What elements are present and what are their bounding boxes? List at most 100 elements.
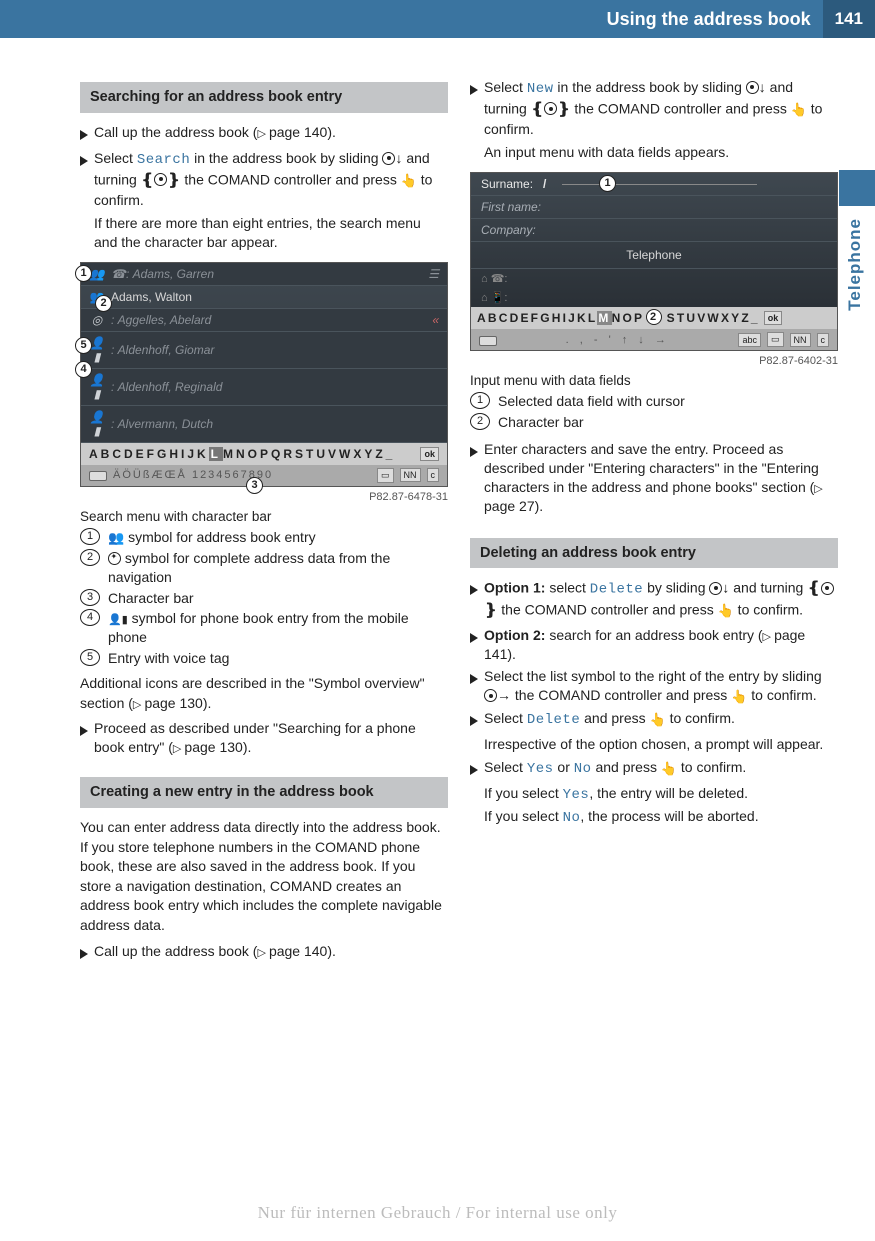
header-title: Using the address book (607, 9, 823, 30)
turn-left-icon: ❴ (141, 172, 154, 189)
xref: page 130). (173, 739, 251, 755)
step-text: Enter characters and save the entry. Pro… (484, 440, 838, 516)
step: Proceed as described under "Searching fo… (80, 719, 448, 757)
menu-word: No (574, 761, 592, 777)
legend-row: 2Character bar (470, 413, 838, 432)
content-area: Searching for an address book entry Call… (0, 38, 875, 967)
triangle-icon (470, 578, 484, 621)
turn-right-icon: ❵ (167, 172, 180, 189)
callout-1: 1 (75, 265, 92, 282)
triangle-icon (470, 626, 484, 664)
menu-word: New (527, 81, 554, 97)
menu-word: No (563, 810, 581, 826)
controller-icon (154, 173, 167, 186)
legend-row: 2 symbol for complete address data from … (80, 549, 448, 587)
step-continuation: If you select No, the process will be ab… (484, 807, 838, 828)
press-icon: 👆 (661, 760, 677, 778)
step: Select Yes or No and press 👆 to confirm. (470, 758, 838, 780)
step-text: Option 2: search for an address book ent… (484, 626, 838, 664)
controller-slide-icon (484, 689, 497, 702)
triangle-icon (80, 942, 94, 964)
section-heading-create: Creating a new entry in the address book (80, 777, 448, 808)
section-heading-delete: Deleting an address book entry (470, 538, 838, 569)
step: Select the list symbol to the right of t… (470, 667, 838, 705)
person-icon: 👥 (108, 530, 124, 545)
step-continuation: If you select Yes, the entry will be del… (484, 784, 838, 805)
press-icon: 👆 (718, 602, 734, 620)
xref: page 140). (257, 124, 335, 140)
step: Select Search in the address book by sli… (80, 149, 448, 210)
menu-word: Delete (590, 582, 643, 598)
right-column: Select New in the address book by slidin… (470, 74, 838, 967)
xref: page 130). (133, 695, 211, 711)
figure-caption: Input menu with data fields (470, 373, 838, 388)
keyboard-icon (479, 336, 497, 346)
controller-slide-icon (382, 152, 395, 165)
press-icon: 👆 (731, 688, 747, 706)
step: Select Delete and press 👆 to confirm. (470, 709, 838, 731)
legend-row: 5Entry with voice tag (80, 649, 448, 668)
triangle-icon (470, 709, 484, 731)
triangle-icon (470, 758, 484, 780)
legend-row: 3Character bar (80, 589, 448, 608)
left-column: Searching for an address book entry Call… (80, 74, 448, 967)
nav-icon (108, 552, 121, 565)
menu-word: Yes (563, 787, 590, 803)
step-text: Call up the address book (page 140). (94, 123, 448, 145)
step: Option 1: select Delete by sliding ↓ and… (470, 578, 838, 621)
section-heading-search: Searching for an address book entry (80, 82, 448, 113)
triangle-icon (470, 667, 484, 705)
controller-slide-icon (746, 81, 759, 94)
page-header: Using the address book 141 (0, 0, 875, 38)
press-icon: 👆 (401, 172, 417, 190)
step-text: Call up the address book (page 140). (94, 942, 448, 964)
callout-2: 2 (95, 295, 112, 312)
figure-id: P82.87-6478-31 (80, 491, 448, 503)
step-text: Select Search in the address book by sli… (94, 149, 448, 210)
triangle-icon (470, 78, 484, 139)
press-icon: 👆 (650, 711, 666, 729)
step-text: Select the list symbol to the right of t… (484, 667, 838, 705)
step-continuation: If there are more than eight entries, th… (94, 214, 448, 252)
turn-left-icon: ❴ (531, 101, 544, 118)
figure-id: P82.87-6402-31 (470, 355, 838, 367)
press-icon: 👆 (791, 101, 807, 119)
page-number: 141 (823, 0, 875, 38)
figure-caption: Search menu with character bar (80, 509, 448, 524)
triangle-icon (80, 719, 94, 757)
step-text: Select Yes or No and press 👆 to confirm. (484, 758, 838, 780)
legend-row: 1Selected data field with cursor (470, 392, 838, 411)
step-text: Option 1: select Delete by sliding ↓ and… (484, 578, 838, 621)
step: Enter characters and save the entry. Pro… (470, 440, 838, 516)
menu-word: Delete (527, 712, 580, 728)
body-text: Additional icons are described in the "S… (80, 674, 448, 713)
turn-right-icon: ❵ (484, 602, 497, 619)
step-text: Select New in the address book by slidin… (484, 78, 838, 139)
triangle-icon (470, 440, 484, 516)
triangle-icon (80, 149, 94, 210)
legend-row: 1👥 symbol for address book entry (80, 528, 448, 547)
watermark: Nur für internen Gebrauch / For internal… (0, 1203, 875, 1223)
step-text: Proceed as described under "Searching fo… (94, 719, 448, 757)
controller-icon (821, 582, 834, 595)
callout-3: 3 (246, 477, 263, 494)
step-text: Select Delete and press 👆 to confirm. (484, 709, 838, 731)
menu-word: Yes (527, 761, 554, 777)
step-continuation: An input menu with data fields appears. (484, 143, 838, 162)
xref: page 140). (257, 943, 335, 959)
callout-4: 4 (75, 361, 92, 378)
turn-left-icon: ❴ (807, 580, 820, 597)
screenshot-input-menu: 1 Surname:/ First name: Company: Telepho… (470, 172, 838, 351)
callout-5: 5 (75, 337, 92, 354)
legend-row: 4👤▮ symbol for phone book entry from the… (80, 609, 448, 647)
keyboard-icon (89, 471, 107, 481)
controller-icon (544, 102, 557, 115)
step: Select New in the address book by slidin… (470, 78, 838, 139)
turn-right-icon: ❵ (557, 101, 570, 118)
screenshot-search-menu: 1 2 5 4 👥☎: Adams, Garren☰ 👥Adams, Walto… (80, 262, 448, 487)
body-text: You can enter address data directly into… (80, 818, 448, 936)
step: Option 2: search for an address book ent… (470, 626, 838, 664)
triangle-icon (80, 123, 94, 145)
menu-word: Search (137, 152, 190, 168)
controller-slide-icon (709, 582, 722, 595)
